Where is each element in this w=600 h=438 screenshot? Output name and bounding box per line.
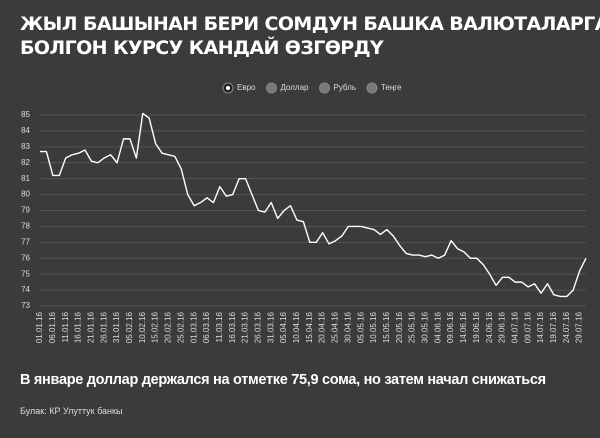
legend-radio[interactable] <box>366 82 378 94</box>
x-tick-label: 10.05.16 <box>369 311 378 343</box>
x-tick-label: 05.04.16 <box>279 311 288 343</box>
x-tick-label: 10.04.16 <box>292 311 301 343</box>
y-tick-label: 74 <box>21 285 30 294</box>
x-tick-label: 19.07.16 <box>549 311 558 343</box>
legend-label[interactable]: Теңге <box>381 83 402 92</box>
x-tick-label: 24.07.16 <box>562 311 571 343</box>
x-tick-label: 01.03.16 <box>189 311 198 343</box>
x-tick-label: 14.07.16 <box>536 311 545 343</box>
legend-label[interactable]: Рубль <box>334 83 356 92</box>
x-tick-label: 26.01.16 <box>99 311 108 343</box>
x-tick-label: 25.05.16 <box>408 311 417 343</box>
x-tick-label: 20.04.16 <box>318 311 327 343</box>
x-tick-label: 20.02.16 <box>164 311 173 343</box>
y-tick-label: 81 <box>21 174 30 183</box>
y-tick-label: 77 <box>21 237 30 246</box>
x-tick-label: 09.06.16 <box>446 311 455 343</box>
source-note: Булак: КР Улуттук банкы <box>20 406 122 416</box>
y-tick-label: 78 <box>21 222 30 231</box>
x-tick-label: 10.02.16 <box>138 311 147 343</box>
x-tick-label: 15.02.16 <box>151 311 160 343</box>
legend-radio-dot <box>226 86 230 90</box>
x-tick-label: 25.04.16 <box>331 311 340 343</box>
x-tick-label: 30.04.16 <box>343 311 352 343</box>
x-tick-label: 31.03.16 <box>266 311 275 343</box>
y-tick-label: 82 <box>21 158 30 167</box>
chart-subtitle: В январе доллар держался на отметке 75,9… <box>20 372 546 388</box>
y-tick-label: 83 <box>21 142 30 151</box>
x-tick-label: 16.01.16 <box>74 311 83 343</box>
x-tick-label: 09.07.16 <box>523 311 532 343</box>
y-tick-label: 79 <box>21 206 30 215</box>
x-tick-label: 11.01.16 <box>61 311 70 342</box>
y-tick-label: 75 <box>21 269 30 278</box>
y-tick-label: 76 <box>21 253 30 262</box>
x-tick-label: 21.03.16 <box>241 311 250 343</box>
x-tick-label: 29.06.16 <box>498 311 507 343</box>
x-tick-label: 04.07.16 <box>510 311 519 343</box>
x-tick-label: 05.05.16 <box>356 311 365 343</box>
y-tick-label: 73 <box>21 301 30 310</box>
x-tick-label: 29.07.16 <box>575 311 584 343</box>
legend-label[interactable]: Доллар <box>280 83 309 92</box>
x-tick-label: 15.04.16 <box>305 311 314 343</box>
chart-title: ЖЫЛ БАШЫНАН БЕРИ СОМДУН БАШКА ВАЛЮТАЛАРГ… <box>20 13 600 35</box>
chart-title: БОЛГОН КУРСУ КАНДАЙ ӨЗГӨРДҮ <box>20 36 384 59</box>
legend-radio[interactable] <box>319 82 330 94</box>
x-tick-label: 06.03.16 <box>202 311 211 343</box>
x-tick-label: 06.01.16 <box>48 311 57 343</box>
legend-label[interactable]: Евро <box>237 83 256 92</box>
x-tick-label: 31.01.16 <box>112 311 121 343</box>
x-tick-label: 21.01.16 <box>86 311 95 343</box>
x-tick-label: 20.05.16 <box>395 311 404 343</box>
x-tick-label: 01.01.16 <box>35 311 44 343</box>
legend-radio[interactable] <box>265 82 277 94</box>
x-tick-label: 26.03.16 <box>254 311 263 343</box>
x-tick-label: 05.02.16 <box>125 311 134 343</box>
y-tick-label: 85 <box>21 110 30 119</box>
x-tick-label: 11.03.16 <box>215 311 224 342</box>
x-tick-label: 04.06.16 <box>433 311 442 343</box>
data-line <box>40 112 587 298</box>
x-tick-label: 30.05.16 <box>421 311 430 343</box>
x-tick-label: 14.06.16 <box>459 311 468 343</box>
x-tick-label: 16.03.16 <box>228 311 237 343</box>
y-tick-label: 80 <box>21 190 30 199</box>
x-tick-label: 25.02.16 <box>176 311 185 343</box>
x-tick-label: 24.06.16 <box>485 311 494 343</box>
x-tick-label: 19.06.16 <box>472 311 481 343</box>
y-tick-label: 84 <box>21 126 30 135</box>
x-tick-label: 15.05.16 <box>382 311 391 343</box>
